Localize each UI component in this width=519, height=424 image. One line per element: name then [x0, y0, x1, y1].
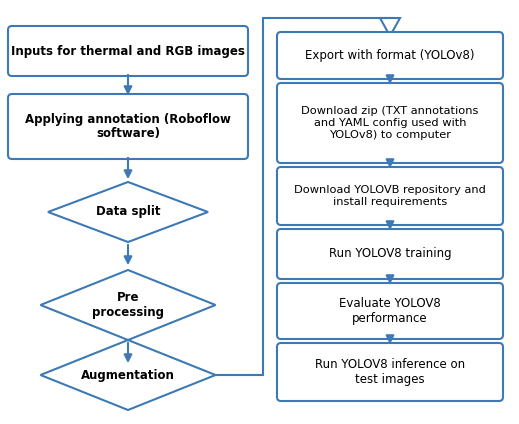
FancyBboxPatch shape — [277, 343, 503, 401]
Text: Pre
processing: Pre processing — [92, 291, 164, 319]
Text: Data split: Data split — [95, 206, 160, 218]
Text: Applying annotation (Roboflow
software): Applying annotation (Roboflow software) — [25, 112, 231, 140]
Polygon shape — [40, 340, 215, 410]
Text: Inputs for thermal and RGB images: Inputs for thermal and RGB images — [11, 45, 245, 58]
Text: Run YOLOV8 inference on
test images: Run YOLOV8 inference on test images — [315, 358, 465, 386]
FancyBboxPatch shape — [277, 229, 503, 279]
FancyBboxPatch shape — [277, 283, 503, 339]
FancyBboxPatch shape — [277, 83, 503, 163]
Text: Evaluate YOLOV8
performance: Evaluate YOLOV8 performance — [339, 297, 441, 325]
Polygon shape — [380, 18, 400, 36]
FancyBboxPatch shape — [277, 167, 503, 225]
FancyBboxPatch shape — [8, 26, 248, 76]
Text: Download zip (TXT annotations
and YAML config used with
YOLOv8) to computer: Download zip (TXT annotations and YAML c… — [302, 106, 479, 139]
FancyBboxPatch shape — [8, 94, 248, 159]
Text: Export with format (YOLOv8): Export with format (YOLOv8) — [305, 49, 475, 62]
Text: Download YOLOVB repository and
install requirements: Download YOLOVB repository and install r… — [294, 185, 486, 207]
Text: Augmentation: Augmentation — [81, 368, 175, 382]
FancyBboxPatch shape — [277, 32, 503, 79]
Polygon shape — [48, 182, 208, 242]
Polygon shape — [40, 270, 215, 340]
Text: Run YOLOV8 training: Run YOLOV8 training — [329, 248, 452, 260]
